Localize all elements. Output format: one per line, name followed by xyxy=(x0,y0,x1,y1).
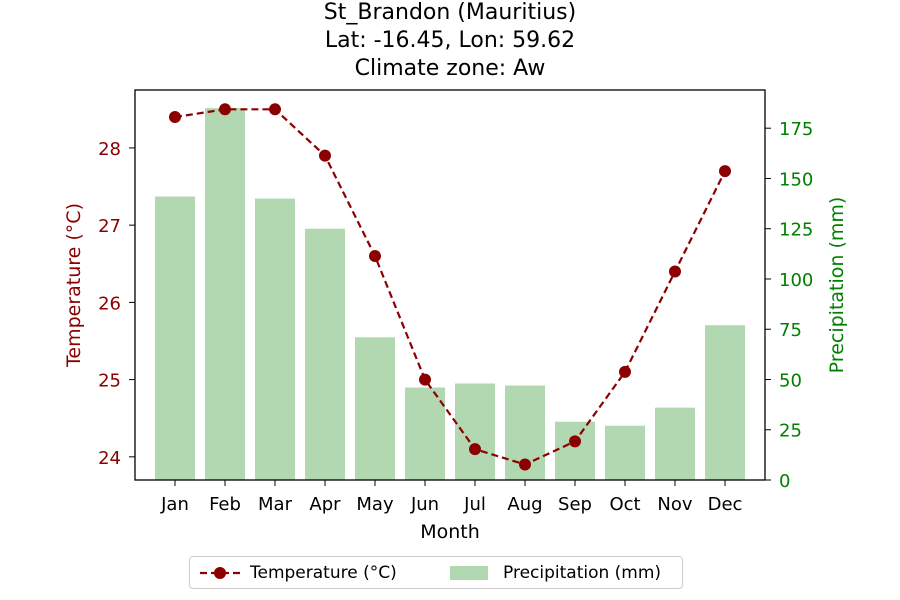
temperature-point-dec xyxy=(719,165,731,178)
left-y-tick-label: 25 xyxy=(98,371,121,392)
precipitation-bar-mar xyxy=(255,198,295,480)
precipitation-bar-jun xyxy=(405,387,445,480)
precipitation-bar-dec xyxy=(705,325,745,480)
right-y-tick-label: 75 xyxy=(779,320,802,341)
left-y-tick-label: 24 xyxy=(98,448,121,469)
precipitation-bars xyxy=(155,108,745,481)
temperature-line xyxy=(169,103,731,471)
x-axis-label: Month xyxy=(420,521,480,543)
precipitation-bar-oct xyxy=(605,425,645,480)
right-y-tick-label: 175 xyxy=(779,119,813,140)
temperature-point-jul xyxy=(469,443,481,456)
x-tick-label-jan: Jan xyxy=(160,494,189,515)
x-tick-label-sep: Sep xyxy=(558,494,592,515)
x-tick-label-apr: Apr xyxy=(309,494,341,515)
legend: Temperature (°C) Precipitation (mm) xyxy=(189,556,683,589)
chart-title-line-1: St_Brandon (Mauritius) xyxy=(323,0,577,25)
right-y-axis: 0 25 50 75 100 125 150 175 xyxy=(765,119,813,492)
x-tick-label-jul: Jul xyxy=(463,494,486,515)
x-tick-label-feb: Feb xyxy=(209,494,241,515)
x-tick-label-may: May xyxy=(356,494,394,515)
precipitation-bar-nov xyxy=(655,407,695,480)
temperature-point-oct xyxy=(619,365,631,378)
left-y-tick-label: 26 xyxy=(98,293,121,314)
right-y-tick-label: 50 xyxy=(779,370,802,391)
x-axis: Jan Feb Mar Apr May Jun Jul Aug Sep Oct Nov Dec xyxy=(160,480,742,515)
precipitation-bar-feb xyxy=(205,108,245,481)
temperature-legend-marker xyxy=(200,567,240,579)
right-y-tick-label: 150 xyxy=(779,169,813,190)
legend-label-precipitation: Precipitation (mm) xyxy=(503,563,662,583)
precipitation-bar-jul xyxy=(455,383,495,480)
temperature-series-line xyxy=(174,108,726,466)
temperature-point-apr xyxy=(319,149,331,162)
temperature-point-mar xyxy=(269,103,281,116)
legend-item-precipitation: Precipitation (mm) xyxy=(450,562,680,584)
x-tick-label-aug: Aug xyxy=(507,494,542,515)
temperature-point-may xyxy=(369,250,381,263)
temperature-point-nov xyxy=(669,265,681,278)
precipitation-bar-sep xyxy=(555,421,595,480)
temperature-point-aug xyxy=(519,458,531,471)
left-y-axis: 24 25 26 27 28 xyxy=(98,139,135,469)
precipitation-legend-swatch xyxy=(450,566,488,580)
x-tick-label-oct: Oct xyxy=(609,494,640,515)
temperature-point-feb xyxy=(219,103,231,116)
temperature-point-jan xyxy=(169,111,181,124)
legend-label-temperature: Temperature (°C) xyxy=(250,563,397,583)
temperature-point-jun xyxy=(419,373,431,386)
left-y-tick-label: 27 xyxy=(98,216,121,237)
plot-frame xyxy=(134,89,766,481)
left-y-axis-label: Temperature (°C) xyxy=(63,203,85,368)
legend-item-temperature: Temperature (°C) xyxy=(198,562,428,584)
x-tick-label-dec: Dec xyxy=(708,494,743,515)
chart-title-line-3: Climate zone: Aw xyxy=(354,56,546,81)
left-y-tick-label: 28 xyxy=(98,139,121,160)
right-y-tick-label: 25 xyxy=(779,421,802,442)
chart-title-line-2: Lat: -16.45, Lon: 59.62 xyxy=(324,28,576,53)
precipitation-bar-apr xyxy=(305,228,345,480)
x-tick-label-nov: Nov xyxy=(657,494,692,515)
right-y-axis-label: Precipitation (mm) xyxy=(826,197,848,374)
right-y-tick-label: 125 xyxy=(779,220,813,241)
right-y-tick-label: 0 xyxy=(779,471,790,492)
precipitation-bar-jan xyxy=(155,196,195,480)
right-y-tick-label: 100 xyxy=(779,270,813,291)
x-tick-label-jun: Jun xyxy=(410,494,439,515)
temperature-point-sep xyxy=(569,435,581,448)
x-tick-label-mar: Mar xyxy=(258,494,293,515)
precipitation-bar-may xyxy=(355,337,395,480)
